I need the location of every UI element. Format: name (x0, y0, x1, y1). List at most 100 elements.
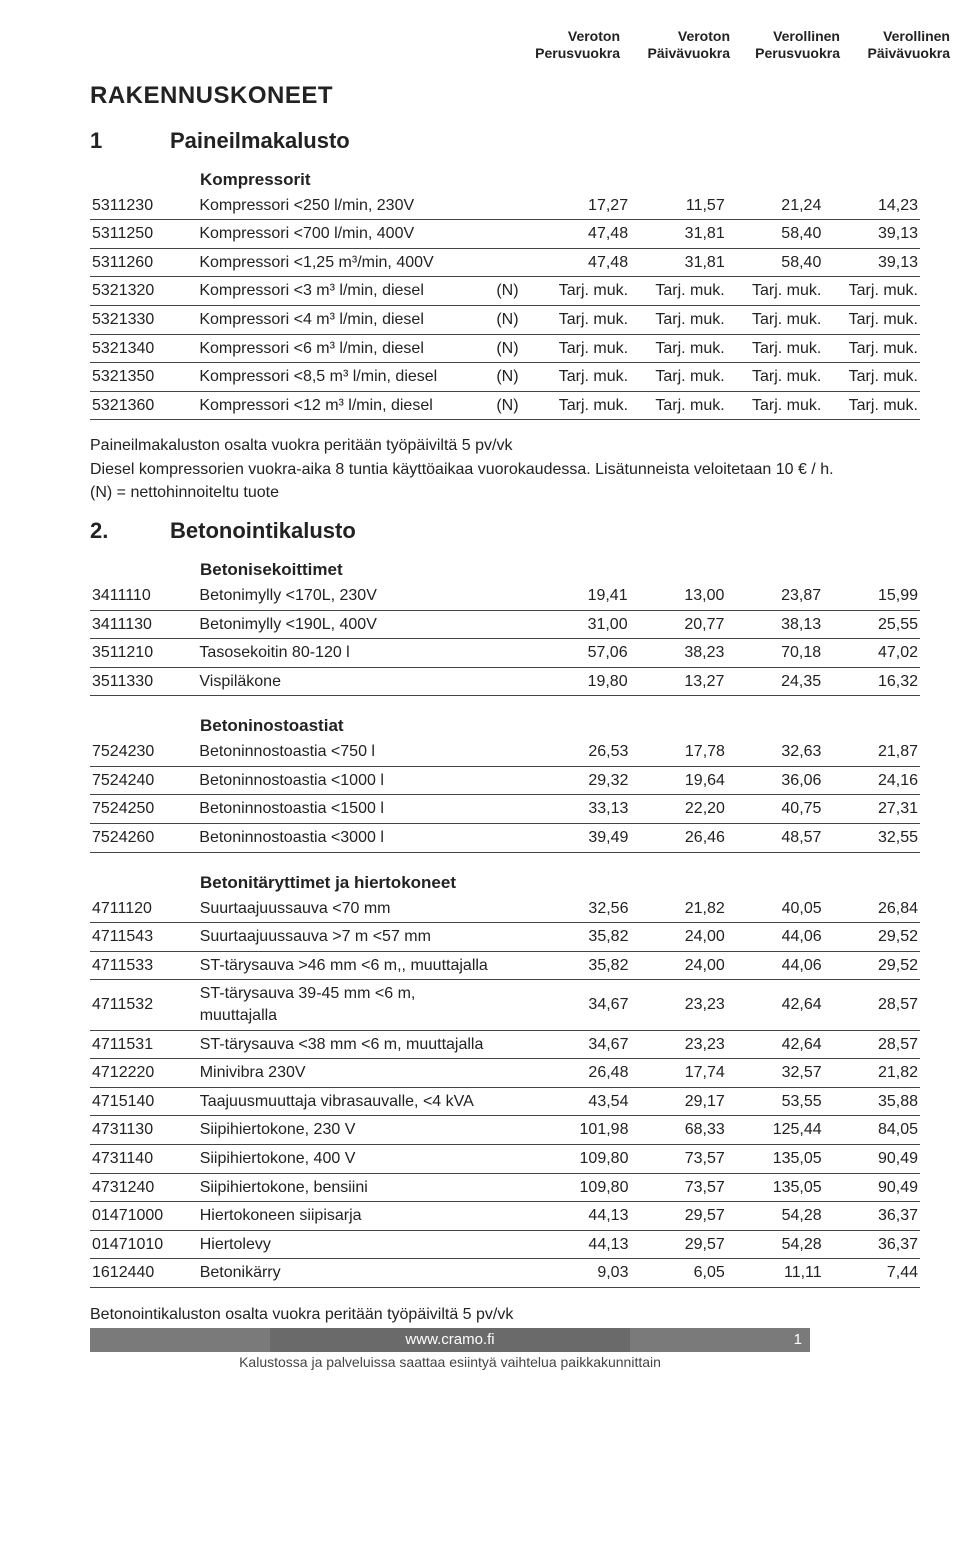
table-row: 5311260Kompressori <1,25 m³/min, 400V47,… (90, 248, 920, 277)
val3-cell: 23,87 (726, 582, 823, 610)
val3-cell: 40,75 (727, 795, 824, 824)
desc-cell: Kompressori <6 m³ l/min, diesel (197, 334, 494, 363)
code-cell: 4711120 (90, 895, 198, 923)
val2-cell: 21,82 (630, 895, 726, 923)
n-cell (496, 1116, 534, 1145)
code-cell: 5321330 (90, 305, 197, 334)
val1-cell: 9,03 (534, 1259, 631, 1288)
col2-header: VerotonPäivävuokra (620, 28, 730, 62)
desc-cell: ST-tärysauva 39-45 mm <6 m, muuttajalla (198, 980, 496, 1030)
n-cell: (N) (494, 363, 533, 392)
val4-cell: 28,57 (824, 1030, 920, 1059)
table-row: 5321340Kompressori <6 m³ l/min, diesel(N… (90, 334, 920, 363)
val4-cell: 21,82 (824, 1059, 920, 1088)
code-cell: 4711531 (90, 1030, 198, 1059)
table-row: 4711120Suurtaajuussauva <70 mm32,5621,82… (90, 895, 920, 923)
table-row: 4731240Siipihiertokone, bensiini109,8073… (90, 1173, 920, 1202)
table-row: 3411110Betonimylly <170L, 230V19,4113,00… (90, 582, 920, 610)
n-cell (496, 824, 534, 853)
column-headers: VerotonPerusvuokra VerotonPäivävuokra Ve… (90, 28, 920, 62)
table-row: 01471010Hiertolevy44,1329,5754,2836,37 (90, 1230, 920, 1259)
n-cell (496, 766, 534, 795)
val4-cell: 16,32 (823, 667, 920, 696)
desc-cell: Hiertokoneen siipisarja (198, 1202, 496, 1231)
val3-cell: 38,13 (726, 610, 823, 639)
desc-cell: Kompressori <4 m³ l/min, diesel (197, 305, 494, 334)
val3-cell: 54,28 (727, 1202, 824, 1231)
val2-cell: 31,81 (630, 220, 727, 249)
val4-cell: 15,99 (823, 582, 920, 610)
val1-cell: 26,53 (534, 738, 631, 766)
table-row: 4711543Suurtaajuussauva >7 m <57 mm35,82… (90, 923, 920, 952)
desc-cell: Betonimylly <190L, 400V (197, 610, 494, 639)
val2-cell: 26,46 (630, 824, 727, 853)
val3-cell: 32,57 (727, 1059, 824, 1088)
val3-cell: 70,18 (726, 639, 823, 668)
val1-cell: 47,48 (533, 220, 630, 249)
desc-cell: Kompressori <8,5 m³ l/min, diesel (197, 363, 494, 392)
table-row: 4731140Siipihiertokone, 400 V109,8073,57… (90, 1145, 920, 1174)
val4-cell: Tarj. muk. (823, 277, 920, 306)
val1-cell: 43,54 (534, 1087, 631, 1116)
n-cell (496, 1230, 534, 1259)
table-row: 5321350Kompressori <8,5 m³ l/min, diesel… (90, 363, 920, 392)
val4-cell: 39,13 (823, 220, 920, 249)
val3-cell: 125,44 (727, 1116, 824, 1145)
val2-cell: 31,81 (630, 248, 727, 277)
table-row: 3411130Betonimylly <190L, 400V31,0020,77… (90, 610, 920, 639)
desc-cell: Betoninnostoastia <1500 l (197, 795, 496, 824)
val1-cell: 44,13 (534, 1202, 631, 1231)
n-cell (494, 192, 533, 220)
table-row: 7524240Betoninnostoastia <1000 l29,3219,… (90, 766, 920, 795)
table-kompressorit: 5311230Kompressori <250 l/min, 230V17,27… (90, 192, 920, 421)
n-cell (496, 1059, 534, 1088)
val3-cell: 58,40 (727, 220, 824, 249)
val1-cell: Tarj. muk. (533, 277, 630, 306)
val1-cell: 34,67 (534, 980, 631, 1030)
code-cell: 7524260 (90, 824, 197, 853)
table-row: 1612440Betonikärry9,036,0511,117,44 (90, 1259, 920, 1288)
val3-cell: 135,05 (727, 1145, 824, 1174)
col1-header: VerotonPerusvuokra (510, 28, 620, 62)
desc-cell: Siipihiertokone, 230 V (198, 1116, 496, 1145)
n-cell (496, 1259, 534, 1288)
code-cell: 3411110 (90, 582, 197, 610)
table-row: 4715140Taajuusmuuttaja vibrasauvalle, <4… (90, 1087, 920, 1116)
val4-cell: 25,55 (823, 610, 920, 639)
val1-cell: Tarj. muk. (533, 363, 630, 392)
val2-cell: 11,57 (630, 192, 727, 220)
val4-cell: 21,87 (823, 738, 920, 766)
table-row: 5321320Kompressori <3 m³ l/min, diesel(N… (90, 277, 920, 306)
subheading-betonisekoittimet: Betonisekoittimet (90, 554, 920, 582)
n-cell (495, 639, 533, 668)
code-cell: 4712220 (90, 1059, 198, 1088)
desc-cell: Taajuusmuuttaja vibrasauvalle, <4 kVA (198, 1087, 496, 1116)
code-cell: 4731240 (90, 1173, 198, 1202)
val1-cell: 39,49 (534, 824, 631, 853)
val2-cell: 73,57 (630, 1173, 726, 1202)
desc-cell: Hiertolevy (198, 1230, 496, 1259)
val1-cell: Tarj. muk. (533, 334, 630, 363)
n-cell: (N) (494, 391, 533, 420)
val2-cell: 17,78 (630, 738, 727, 766)
footer-caption: Kalustossa ja palveluissa saattaa esiint… (90, 1354, 810, 1370)
code-cell: 5321360 (90, 391, 197, 420)
code-cell: 3511330 (90, 667, 197, 696)
val1-cell: 101,98 (534, 1116, 631, 1145)
val4-cell: 36,37 (824, 1230, 920, 1259)
table-betoninostoastiat: 7524230Betoninnostoastia <750 l26,5317,7… (90, 738, 920, 852)
page-title: RAKENNUSKONEET (90, 82, 920, 110)
table-row: 7524230Betoninnostoastia <750 l26,5317,7… (90, 738, 920, 766)
val2-cell: Tarj. muk. (630, 363, 727, 392)
n-cell (494, 248, 533, 277)
val4-cell: 29,52 (824, 951, 920, 980)
desc-cell: Tasosekoitin 80-120 l (197, 639, 494, 668)
table-row: 4711532ST-tärysauva 39-45 mm <6 m, muutt… (90, 980, 920, 1030)
val3-cell: 44,06 (727, 923, 824, 952)
table-row: 7524250Betoninnostoastia <1500 l33,1322,… (90, 795, 920, 824)
val2-cell: 24,00 (630, 951, 726, 980)
page-number: 1 (794, 1328, 802, 1352)
desc-cell: Betoninnostoastia <750 l (197, 738, 496, 766)
val2-cell: Tarj. muk. (630, 305, 727, 334)
val1-cell: 34,67 (534, 1030, 631, 1059)
